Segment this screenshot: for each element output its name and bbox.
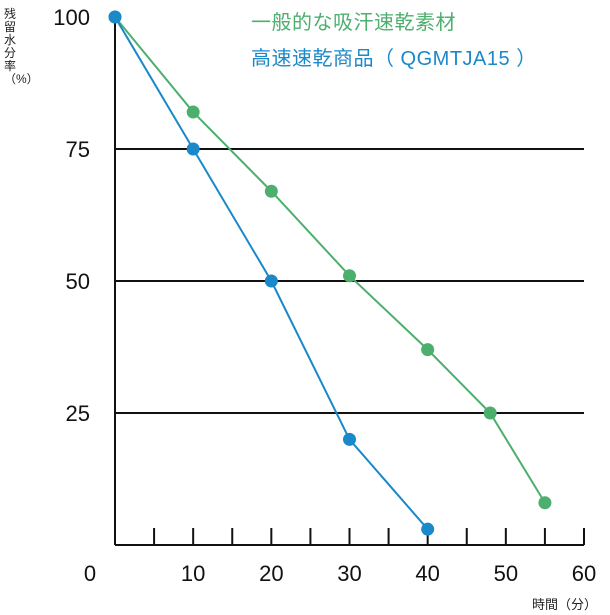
- series-1-point-0: [108, 10, 122, 24]
- series-line-0: [114, 16, 546, 504]
- x-tick-label-60: 60: [572, 561, 596, 586]
- x-tick-label-30: 30: [337, 561, 361, 586]
- x-tick-label-20: 20: [259, 561, 283, 586]
- x-tick-label-10: 10: [181, 561, 205, 586]
- series-1-point-3: [343, 432, 356, 446]
- y-tick-label-25: 25: [66, 401, 90, 426]
- x-tick-label-0: 0: [84, 561, 96, 586]
- series-0-point-4: [421, 343, 435, 357]
- y-tick-label-75: 75: [66, 137, 90, 162]
- legend-entry-general: 一般的な吸汗速乾素材: [251, 12, 456, 34]
- series-1-point-4: [421, 522, 435, 536]
- series-0-point-1: [186, 105, 200, 119]
- series-1-point-1: [186, 142, 200, 156]
- series-line-1: [114, 16, 429, 530]
- y-axis-title: 残留水分率（%）: [4, 7, 39, 86]
- x-axis-title: 時間（分）: [532, 597, 598, 612]
- y-tick-label-100: 100: [53, 5, 90, 30]
- legend-entry-quickdry: 高速速乾商品（ QGMTJA15 ）: [251, 48, 537, 70]
- x-tick-label-50: 50: [494, 561, 518, 586]
- series-0-point-6: [538, 496, 552, 510]
- series-0-point-5: [483, 406, 497, 420]
- series-0-point-2: [264, 184, 278, 198]
- x-tick-label-40: 40: [415, 561, 439, 586]
- series-1-point-2: [264, 274, 278, 288]
- series-0-point-3: [343, 269, 356, 283]
- y-tick-label-50: 50: [66, 269, 90, 294]
